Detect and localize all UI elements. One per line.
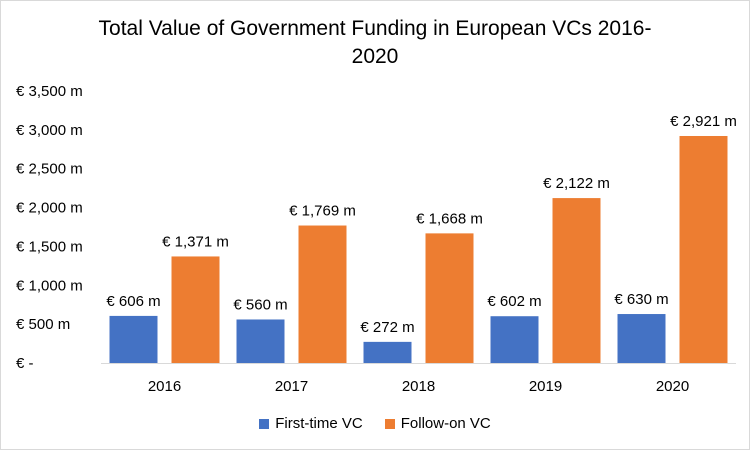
x-category-label: 2020 [656, 378, 689, 395]
y-tick-label: € 3,500 m [16, 83, 83, 100]
legend-label-follow-on-vc: Follow-on VC [400, 415, 491, 432]
x-category-label: 2018 [402, 378, 435, 395]
y-tick-label: € 1,000 m [16, 277, 83, 294]
bar-first-time-vc-2016 [109, 315, 158, 363]
bar-first-time-vc-2019 [490, 316, 539, 363]
y-tick-label: € 2,000 m [16, 200, 83, 217]
chart-title: Total Value of Government Funding in Eur… [1, 15, 749, 71]
y-tick-label: € - [16, 355, 34, 372]
data-label-first-time-vc-2018: € 272 m [360, 319, 414, 336]
legend-swatch-follow-on-vc [384, 418, 395, 429]
legend-item-follow-on-vc: Follow-on VC [384, 415, 491, 432]
x-category-label: 2017 [275, 378, 308, 395]
data-label-follow-on-vc-2018: € 1,668 m [416, 210, 483, 227]
legend-item-first-time-vc: First-time VC [259, 415, 363, 432]
y-tick-label: € 1,500 m [16, 238, 83, 255]
data-label-first-time-vc-2017: € 560 m [233, 296, 287, 313]
bar-follow-on-vc-2018 [425, 233, 474, 363]
data-label-follow-on-vc-2016: € 1,371 m [162, 233, 229, 250]
bar-follow-on-vc-2017 [298, 225, 347, 363]
chart-legend: First-time VC Follow-on VC [1, 415, 749, 432]
data-label-follow-on-vc-2020: € 2,921 m [670, 113, 737, 130]
bar-first-time-vc-2020 [617, 314, 666, 363]
data-label-first-time-vc-2020: € 630 m [614, 291, 668, 308]
legend-swatch-first-time-vc [259, 418, 270, 429]
data-label-first-time-vc-2016: € 606 m [106, 293, 160, 310]
bar-first-time-vc-2018 [363, 341, 412, 363]
legend-label-first-time-vc: First-time VC [275, 415, 363, 432]
chart-title-line-2: 2020 [351, 45, 399, 68]
bar-first-time-vc-2017 [236, 319, 285, 363]
bar-follow-on-vc-2019 [552, 198, 601, 363]
bar-follow-on-vc-2020 [679, 135, 728, 363]
chart-title-line-1: Total Value of Government Funding in Eur… [98, 17, 652, 40]
data-label-follow-on-vc-2017: € 1,769 m [289, 203, 356, 220]
data-label-first-time-vc-2019: € 602 m [487, 293, 541, 310]
bar-follow-on-vc-2016 [171, 256, 220, 363]
x-category-label: 2019 [529, 378, 562, 395]
y-tick-label: € 2,500 m [16, 161, 83, 178]
x-category-label: 2016 [148, 378, 181, 395]
y-tick-label: € 3,000 m [16, 122, 83, 139]
y-tick-label: € 500 m [16, 316, 70, 333]
data-label-follow-on-vc-2019: € 2,122 m [543, 175, 610, 192]
